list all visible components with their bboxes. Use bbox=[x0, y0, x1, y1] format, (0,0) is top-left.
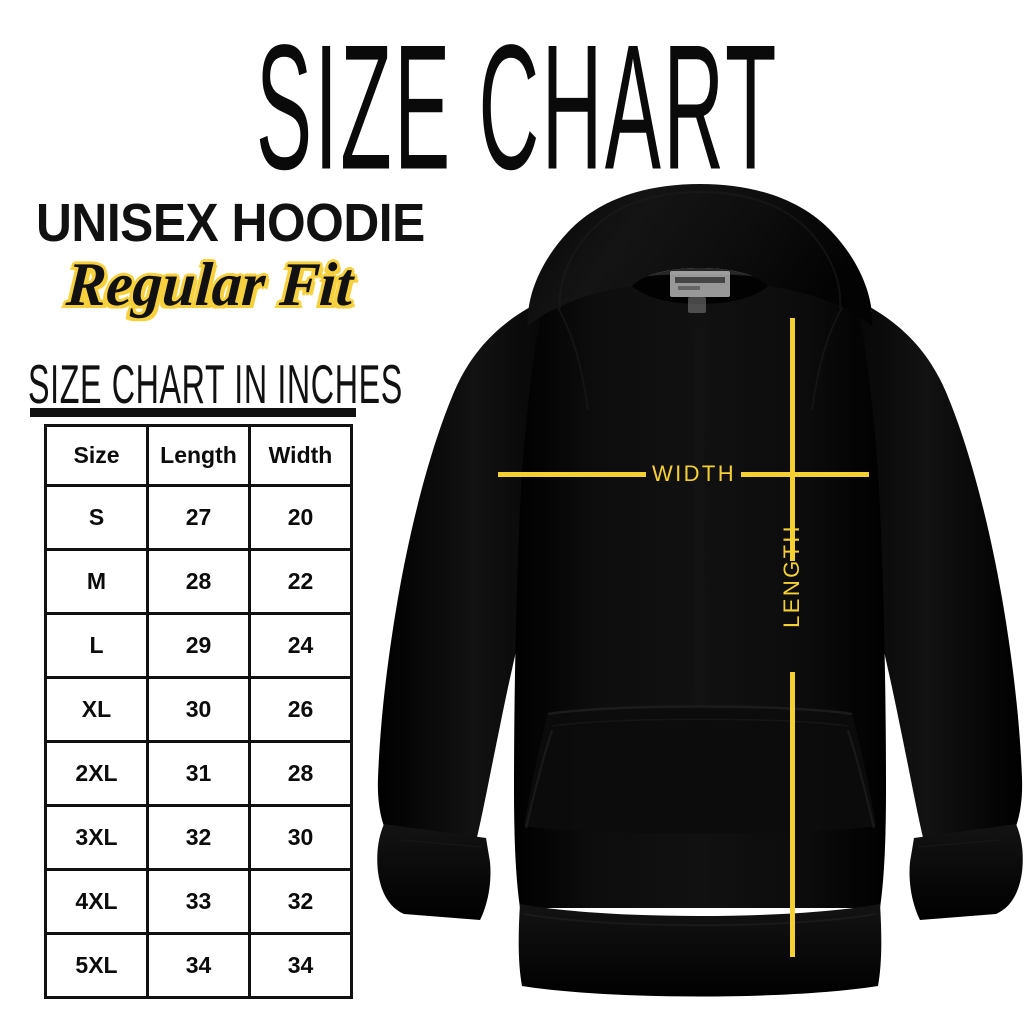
cell-size: S bbox=[44, 484, 149, 551]
right-cuff bbox=[909, 824, 1023, 920]
cell-size: 4XL bbox=[44, 868, 149, 935]
cell-width: 32 bbox=[248, 868, 353, 935]
info-panel: UNISEX HOODIE Regular Fit SIZE CHART IN … bbox=[0, 190, 425, 1010]
drawcord-eyelet bbox=[690, 296, 698, 304]
left-sleeve bbox=[377, 296, 552, 920]
cell-length: 32 bbox=[146, 804, 251, 871]
waistband bbox=[518, 904, 882, 997]
cell-width: 26 bbox=[248, 676, 353, 743]
table-row: XL 30 26 bbox=[44, 676, 353, 743]
size-chart-table: Size Length Width S 27 20 M 28 22 L 29 2… bbox=[44, 424, 353, 999]
table-row: 4XL 33 32 bbox=[44, 868, 353, 935]
cell-length: 31 bbox=[146, 740, 251, 807]
table-row: 3XL 32 30 bbox=[44, 804, 353, 871]
cell-size: L bbox=[44, 612, 149, 679]
fit-type-label: Regular Fit bbox=[64, 251, 356, 319]
hoodie-illustration bbox=[376, 178, 1024, 1024]
cell-size: XL bbox=[44, 676, 149, 743]
brand-tag bbox=[670, 271, 730, 313]
units-heading-group: SIZE CHART IN INCHES bbox=[28, 354, 403, 417]
cell-width: 24 bbox=[248, 612, 353, 679]
cell-width: 34 bbox=[248, 932, 353, 999]
cell-size: 2XL bbox=[44, 740, 149, 807]
column-header-width: Width bbox=[248, 424, 353, 487]
table-row: M 28 22 bbox=[44, 548, 353, 615]
cell-length: 28 bbox=[146, 548, 251, 615]
cell-length: 29 bbox=[146, 612, 251, 679]
cell-size: 5XL bbox=[44, 932, 149, 999]
cell-length: 33 bbox=[146, 868, 251, 935]
table-row: S 27 20 bbox=[44, 484, 353, 551]
right-sleeve bbox=[848, 296, 1023, 920]
cell-size: M bbox=[44, 548, 149, 615]
table-row: L 29 24 bbox=[44, 612, 353, 679]
units-heading: SIZE CHART IN INCHES bbox=[28, 354, 403, 416]
cell-size: 3XL bbox=[44, 804, 149, 871]
cell-width: 20 bbox=[248, 484, 353, 551]
cell-length: 27 bbox=[146, 484, 251, 551]
garment-name: UNISEX HOODIE bbox=[36, 193, 425, 253]
cell-width: 22 bbox=[248, 548, 353, 615]
table-header-row: Size Length Width bbox=[44, 424, 353, 487]
left-cuff bbox=[377, 824, 491, 920]
cell-length: 30 bbox=[146, 676, 251, 743]
column-header-size: Size bbox=[44, 424, 149, 487]
table-row: 5XL 34 34 bbox=[44, 932, 353, 999]
cell-width: 30 bbox=[248, 804, 353, 871]
kangaroo-pocket bbox=[524, 705, 876, 834]
heading-underline bbox=[30, 408, 356, 417]
column-header-length: Length bbox=[146, 424, 251, 487]
cell-length: 34 bbox=[146, 932, 251, 999]
page-title: SIZE CHART bbox=[256, 7, 779, 207]
table-row: 2XL 31 28 bbox=[44, 740, 353, 807]
cell-width: 28 bbox=[248, 740, 353, 807]
